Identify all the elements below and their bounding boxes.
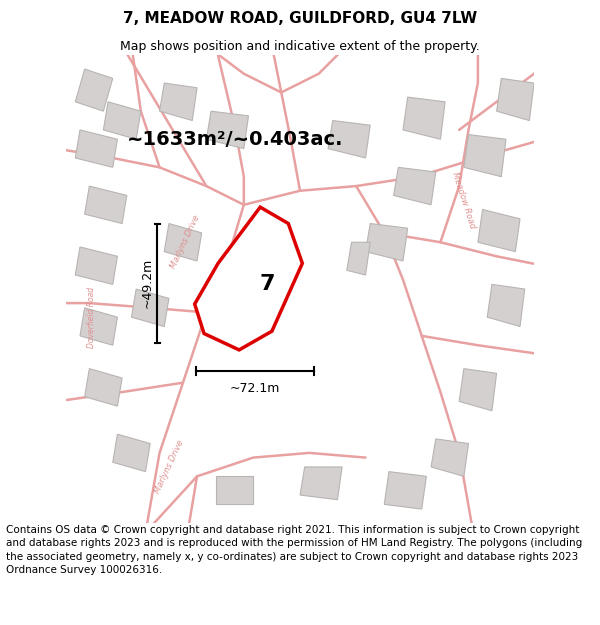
Polygon shape: [103, 102, 141, 139]
Polygon shape: [497, 78, 534, 121]
Polygon shape: [478, 209, 520, 252]
Polygon shape: [75, 69, 113, 111]
Polygon shape: [113, 434, 150, 472]
Polygon shape: [431, 439, 469, 476]
Polygon shape: [75, 247, 118, 284]
Polygon shape: [206, 111, 248, 149]
Polygon shape: [160, 83, 197, 121]
Text: Meadow Road: Meadow Road: [451, 171, 477, 229]
Text: ~72.1m: ~72.1m: [230, 382, 280, 395]
Polygon shape: [85, 369, 122, 406]
Polygon shape: [394, 168, 436, 205]
Polygon shape: [459, 369, 497, 411]
Polygon shape: [75, 130, 118, 168]
Text: Doverfield Road: Doverfield Road: [87, 287, 96, 348]
Polygon shape: [85, 186, 127, 224]
Polygon shape: [384, 472, 427, 509]
Polygon shape: [347, 242, 370, 275]
Text: ~49.2m: ~49.2m: [140, 258, 154, 308]
Polygon shape: [365, 224, 407, 261]
Polygon shape: [300, 467, 342, 500]
Polygon shape: [403, 97, 445, 139]
Polygon shape: [164, 224, 202, 261]
Polygon shape: [216, 476, 253, 504]
Text: Marlyns Drive: Marlyns Drive: [169, 214, 202, 271]
Text: Map shows position and indicative extent of the property.: Map shows position and indicative extent…: [120, 39, 480, 52]
Polygon shape: [194, 207, 302, 350]
Polygon shape: [487, 284, 524, 326]
Text: ~1633m²/~0.403ac.: ~1633m²/~0.403ac.: [127, 130, 343, 149]
Polygon shape: [80, 308, 118, 345]
Polygon shape: [131, 289, 169, 326]
Polygon shape: [328, 121, 370, 158]
Text: Contains OS data © Crown copyright and database right 2021. This information is : Contains OS data © Crown copyright and d…: [6, 525, 582, 575]
Text: 7, MEADOW ROAD, GUILDFORD, GU4 7LW: 7, MEADOW ROAD, GUILDFORD, GU4 7LW: [123, 11, 477, 26]
Text: Marlyns Drive: Marlyns Drive: [152, 439, 185, 495]
Polygon shape: [464, 134, 506, 177]
Text: 7: 7: [259, 274, 275, 294]
